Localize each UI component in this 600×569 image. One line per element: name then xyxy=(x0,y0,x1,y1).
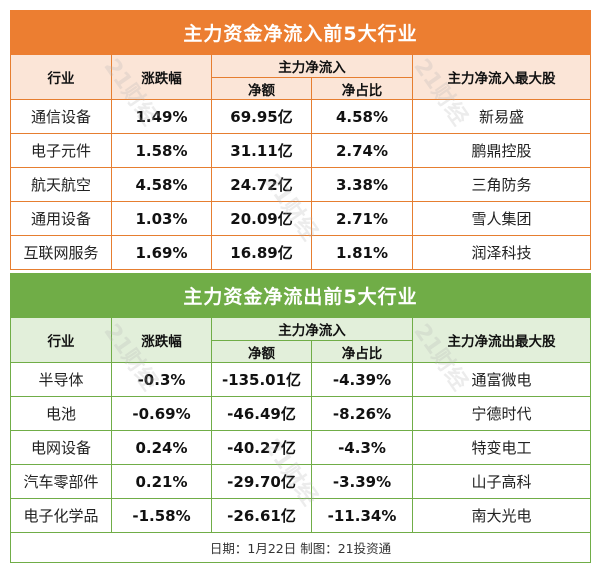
net-ratio-cell: -4.39% xyxy=(311,362,413,397)
table-row: 电网设备 0.24% -40.27亿 -4.3% 特变电工 xyxy=(10,430,591,465)
net-amount-cell: 24.72亿 xyxy=(211,167,312,202)
top-stock-cell: 山子高科 xyxy=(412,464,591,499)
top-stock-cell: 特变电工 xyxy=(412,430,591,465)
header-net-ratio: 净占比 xyxy=(311,77,413,100)
change-cell: 1.69% xyxy=(111,235,212,270)
net-ratio-cell: -8.26% xyxy=(311,396,413,431)
header-change: 涨跌幅 xyxy=(111,317,212,363)
header-net-group: 主力净流入 xyxy=(211,54,413,78)
header-net-group: 主力净流入 xyxy=(211,317,413,341)
outflow-table: 主力资金净流出前5大行业 行业 涨跌幅 主力净流入 主力净流出最大股 净额 净占… xyxy=(10,273,591,563)
capital-flow-report: 主力资金净流入前5大行业 行业 涨跌幅 主力净流入 主力净流入最大股 净额 净占… xyxy=(10,10,591,563)
net-amount-cell: 69.95亿 xyxy=(211,99,312,134)
industry-cell: 电池 xyxy=(10,396,112,431)
header-net-ratio: 净占比 xyxy=(311,340,413,363)
net-amount-cell: -46.49亿 xyxy=(211,396,312,431)
industry-cell: 汽车零部件 xyxy=(10,464,112,499)
header-industry: 行业 xyxy=(10,317,112,363)
change-cell: -1.58% xyxy=(111,498,212,533)
top-stock-cell: 雪人集团 xyxy=(412,201,591,236)
inflow-table: 主力资金净流入前5大行业 行业 涨跌幅 主力净流入 主力净流入最大股 净额 净占… xyxy=(10,10,591,270)
table-row: 通用设备 1.03% 20.09亿 2.71% 雪人集团 xyxy=(10,201,591,236)
industry-cell: 通信设备 xyxy=(10,99,112,134)
net-ratio-cell: -3.39% xyxy=(311,464,413,499)
top-stock-cell: 宁德时代 xyxy=(412,396,591,431)
industry-cell: 电网设备 xyxy=(10,430,112,465)
net-amount-cell: 16.89亿 xyxy=(211,235,312,270)
net-ratio-cell: 1.81% xyxy=(311,235,413,270)
footer-caption: 日期：1月22日 制图：21投资通 xyxy=(10,532,591,563)
header-top-stock: 主力净流入最大股 xyxy=(412,54,591,100)
industry-cell: 航天航空 xyxy=(10,167,112,202)
change-cell: 1.58% xyxy=(111,133,212,168)
net-ratio-cell: 3.38% xyxy=(311,167,413,202)
table-row: 电池 -0.69% -46.49亿 -8.26% 宁德时代 xyxy=(10,396,591,431)
change-cell: 1.03% xyxy=(111,201,212,236)
top-stock-cell: 鹏鼎控股 xyxy=(412,133,591,168)
change-cell: -0.69% xyxy=(111,396,212,431)
top-stock-cell: 南大光电 xyxy=(412,498,591,533)
header-net-amount: 净额 xyxy=(211,340,312,363)
top-stock-cell: 润泽科技 xyxy=(412,235,591,270)
industry-cell: 半导体 xyxy=(10,362,112,397)
net-ratio-cell: 4.58% xyxy=(311,99,413,134)
table-row: 互联网服务 1.69% 16.89亿 1.81% 润泽科技 xyxy=(10,235,591,270)
net-amount-cell: -135.01亿 xyxy=(211,362,312,397)
net-amount-cell: 31.11亿 xyxy=(211,133,312,168)
inflow-title: 主力资金净流入前5大行业 xyxy=(10,10,591,55)
change-cell: -0.3% xyxy=(111,362,212,397)
net-amount-cell: -40.27亿 xyxy=(211,430,312,465)
header-top-stock: 主力净流出最大股 xyxy=(412,317,591,363)
table-row: 电子元件 1.58% 31.11亿 2.74% 鹏鼎控股 xyxy=(10,133,591,168)
industry-cell: 通用设备 xyxy=(10,201,112,236)
net-amount-cell: -29.70亿 xyxy=(211,464,312,499)
table-row: 半导体 -0.3% -135.01亿 -4.39% 通富微电 xyxy=(10,362,591,397)
industry-cell: 电子元件 xyxy=(10,133,112,168)
net-ratio-cell: 2.74% xyxy=(311,133,413,168)
change-cell: 0.21% xyxy=(111,464,212,499)
top-stock-cell: 三角防务 xyxy=(412,167,591,202)
top-stock-cell: 新易盛 xyxy=(412,99,591,134)
industry-cell: 互联网服务 xyxy=(10,235,112,270)
table-row: 汽车零部件 0.21% -29.70亿 -3.39% 山子高科 xyxy=(10,464,591,499)
industry-cell: 电子化学品 xyxy=(10,498,112,533)
net-ratio-cell: -4.3% xyxy=(311,430,413,465)
outflow-title: 主力资金净流出前5大行业 xyxy=(10,273,591,318)
header-net-amount: 净额 xyxy=(211,77,312,100)
table-row: 通信设备 1.49% 69.95亿 4.58% 新易盛 xyxy=(10,99,591,134)
header-industry: 行业 xyxy=(10,54,112,100)
net-ratio-cell: 2.71% xyxy=(311,201,413,236)
change-cell: 4.58% xyxy=(111,167,212,202)
net-amount-cell: 20.09亿 xyxy=(211,201,312,236)
net-amount-cell: -26.61亿 xyxy=(211,498,312,533)
change-cell: 1.49% xyxy=(111,99,212,134)
table-row: 航天航空 4.58% 24.72亿 3.38% 三角防务 xyxy=(10,167,591,202)
header-change: 涨跌幅 xyxy=(111,54,212,100)
change-cell: 0.24% xyxy=(111,430,212,465)
table-row: 电子化学品 -1.58% -26.61亿 -11.34% 南大光电 xyxy=(10,498,591,533)
top-stock-cell: 通富微电 xyxy=(412,362,591,397)
net-ratio-cell: -11.34% xyxy=(311,498,413,533)
